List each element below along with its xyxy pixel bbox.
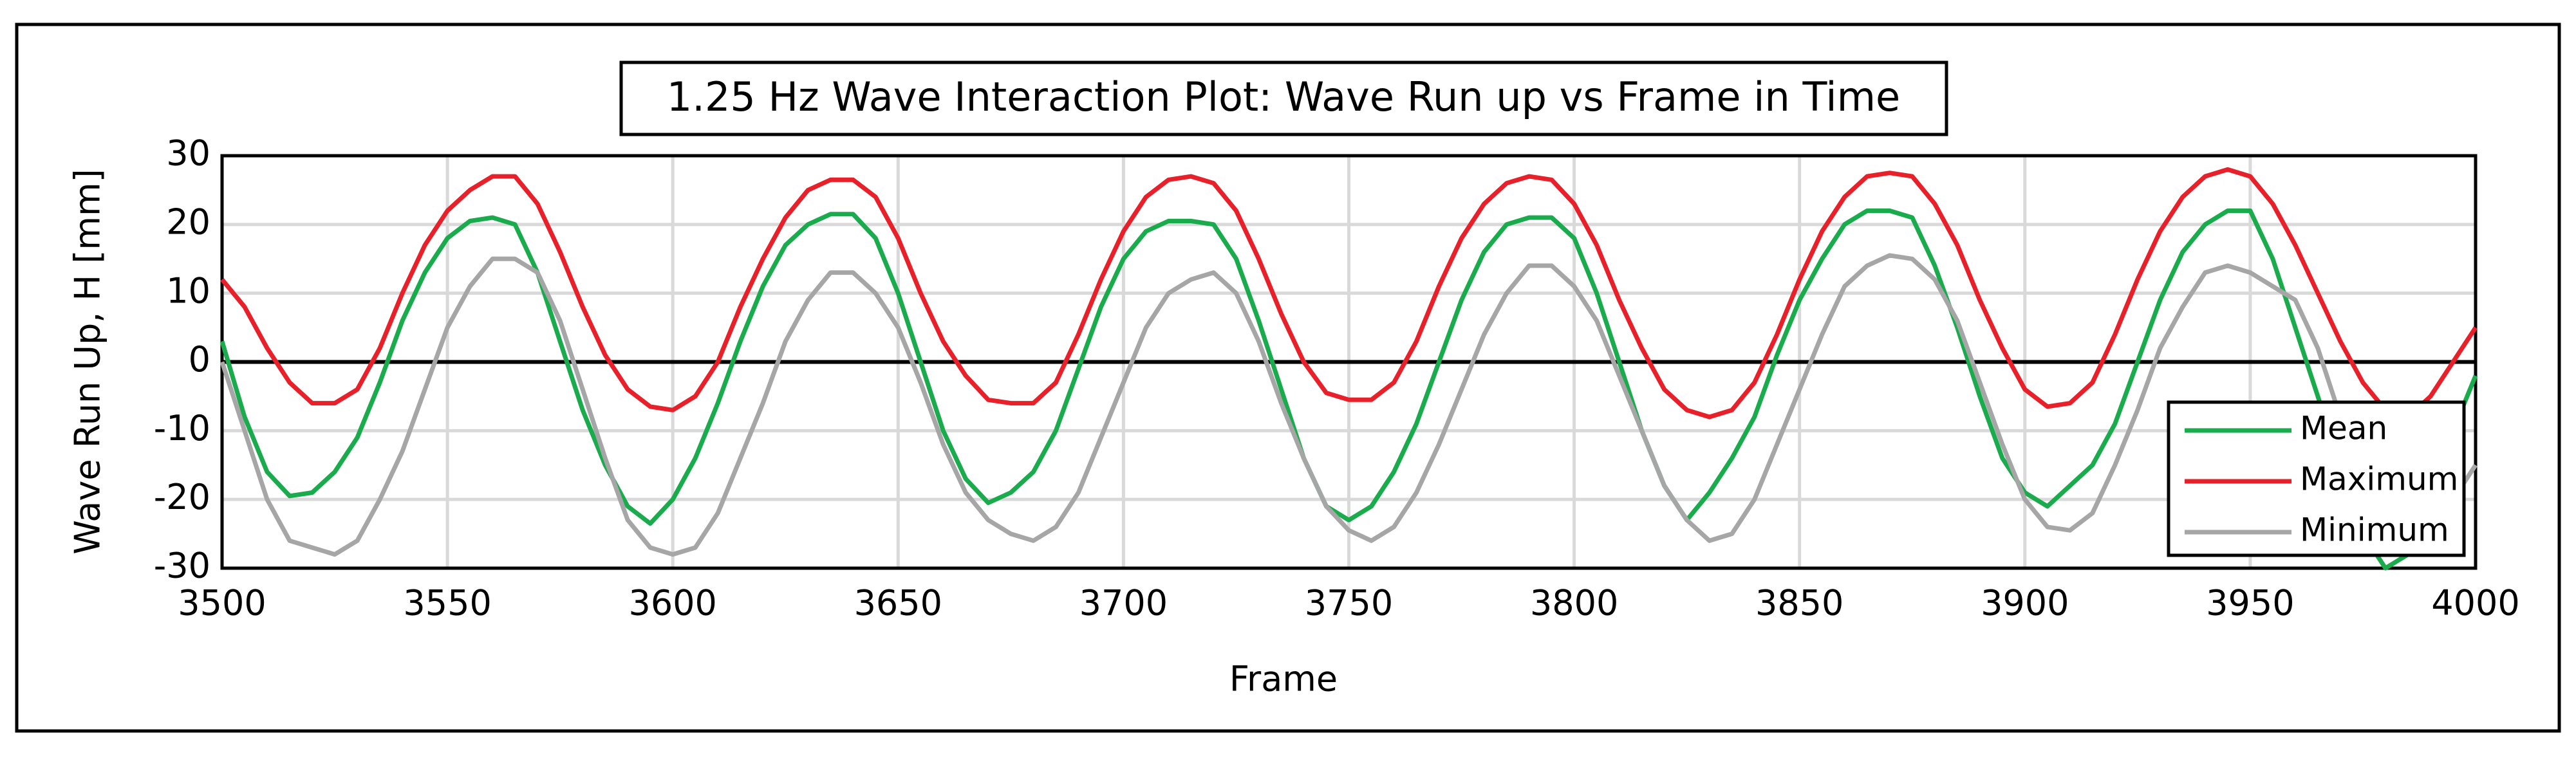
- x-tick-label: 3600: [628, 583, 716, 624]
- y-tick-label: 20: [166, 201, 210, 242]
- x-tick-label: 3550: [403, 583, 491, 624]
- legend-label: Maximum: [2300, 461, 2458, 498]
- series-line: [220, 167, 2478, 420]
- y-tick-label: -10: [154, 408, 210, 448]
- x-tick-label: 3750: [1305, 583, 1393, 624]
- x-tick-label: 3500: [178, 583, 266, 624]
- y-tick-label: -30: [154, 546, 210, 586]
- y-tick-label: 0: [189, 339, 210, 380]
- y-tick-label: -20: [154, 477, 210, 517]
- x-tick-label: 3650: [854, 583, 942, 624]
- chart-border: [15, 23, 2561, 733]
- title-box: [619, 60, 1948, 136]
- x-tick-label: 3950: [2206, 583, 2294, 624]
- y-axis-label: Wave Run Up, H [mm]: [68, 169, 108, 554]
- series-line: [219, 208, 2478, 571]
- y-tick-label: 10: [166, 270, 210, 311]
- x-tick-label: 3700: [1079, 583, 1168, 624]
- x-axis-label: Frame: [1229, 659, 1338, 699]
- series-line: [219, 253, 2478, 557]
- chart-title: 1.25 Hz Wave Interaction Plot: Wave Run …: [667, 73, 1900, 120]
- x-tick-label: 3800: [1530, 583, 1618, 624]
- x-tick-label: 3850: [1755, 583, 1843, 624]
- legend-label: Minimum: [2300, 512, 2449, 549]
- x-tick-label: 4000: [2431, 583, 2519, 624]
- legend-box: [2167, 400, 2466, 557]
- y-tick-label: 30: [166, 133, 210, 174]
- legend-label: Mean: [2300, 410, 2387, 447]
- x-tick-label: 3900: [1981, 583, 2069, 624]
